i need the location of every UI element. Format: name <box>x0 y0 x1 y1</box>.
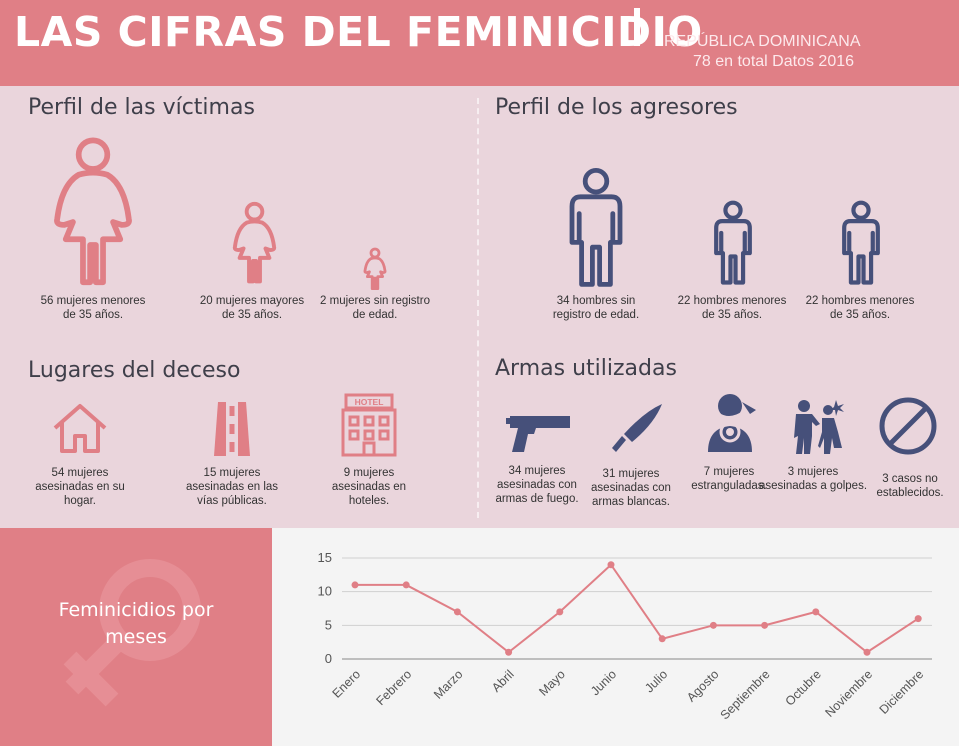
man-icon <box>714 200 752 285</box>
data-point <box>914 615 922 623</box>
x-tick-label: Agosto <box>684 667 721 704</box>
woman-icon <box>363 247 387 290</box>
x-tick-label: Junio <box>588 667 619 698</box>
hotel-icon: HOTEL <box>341 393 397 457</box>
weapons-item-2: 31 mujeres asesinadas con armas blancas. <box>591 468 671 508</box>
x-tick-label: Marzo <box>431 667 465 701</box>
victims-title: Perfil de las víctimas <box>28 95 255 120</box>
places-item-2: 15 mujeres asesinadas en las vías públic… <box>185 467 279 507</box>
x-tick-label: Diciembre <box>877 667 927 717</box>
monthly-label: Feminicidios por meses <box>58 599 214 648</box>
victims-item-2: 20 mujeres mayores de 35 años. <box>199 295 305 321</box>
places-item-1: 54 mujeres asesinadas en su hogar. <box>35 467 125 507</box>
woman-icon <box>54 137 132 286</box>
man-icon <box>569 168 623 287</box>
y-tick-label: 5 <box>325 617 332 632</box>
data-point <box>402 581 410 589</box>
x-tick-label: Noviembre <box>822 667 875 720</box>
y-tick-label: 0 <box>325 651 332 666</box>
data-point <box>607 561 615 569</box>
data-point <box>761 621 769 629</box>
strangle-icon <box>708 394 756 452</box>
y-tick-label: 10 <box>318 584 332 599</box>
monthly-line-chart: 0 5 10 15 Enero Febrero Marzo Abril Mayo Junio Jul… <box>318 550 932 722</box>
road-icon <box>214 402 250 456</box>
prohibited-icon <box>879 397 937 455</box>
places-title: Lugares del deceso <box>28 358 241 383</box>
weapons-item-3: 7 mujeres estranguladas. <box>691 466 767 492</box>
right-panel <box>478 86 959 528</box>
aggressors-item-3: 22 hombres menores de 35 años. <box>805 295 915 321</box>
places-item-3: 9 mujeres asesinadas en hoteles. <box>331 467 407 507</box>
woman-icon <box>232 201 277 284</box>
hotel-sign-text: HOTEL <box>355 397 384 407</box>
x-tick-label: Mayo <box>536 667 568 699</box>
x-tick-label: Septiembre <box>718 667 773 722</box>
data-point <box>453 608 461 616</box>
data-point <box>351 581 359 589</box>
x-tick-label: Julio <box>642 667 670 695</box>
house-icon <box>53 404 107 453</box>
beating-icon <box>794 400 844 454</box>
weapons-item-5: 3 casos no establecidos. <box>876 473 944 499</box>
data-point <box>709 621 717 629</box>
gun-icon <box>506 416 570 452</box>
x-tick-label: Enero <box>330 667 364 701</box>
page-title: LAS CIFRAS DEL FEMINICIDIO <box>14 8 703 56</box>
monthly-label-panel <box>0 528 272 746</box>
aggressors-item-1: 34 hombres sin registro de edad. <box>552 295 640 321</box>
weapons-item-1: 34 mujeres asesinadas con armas de fuego… <box>495 465 579 505</box>
title-separator <box>634 8 640 46</box>
man-icon <box>842 200 880 285</box>
header-banner: LAS CIFRAS DEL FEMINICIDIO REPÚBLICA DOM… <box>0 0 959 86</box>
chart-panel <box>272 528 959 746</box>
data-point <box>505 648 513 656</box>
female-symbol-icon <box>63 559 201 707</box>
weapons-item-4: 3 mujeres asesinadas a golpes. <box>758 466 868 492</box>
subtitle-label: 78 en total Datos 2016 <box>693 53 855 70</box>
weapons-title: Armas utilizadas <box>495 356 677 381</box>
aggressors-item-2: 22 hombres menores de 35 años. <box>677 295 787 321</box>
knife-icon <box>612 404 662 452</box>
y-tick-label: 15 <box>318 550 332 565</box>
victims-item-1: 56 mujeres menores de 35 años. <box>40 295 146 321</box>
data-point <box>863 648 871 656</box>
victims-item-3: 2 mujeres sin registro de edad. <box>320 295 430 321</box>
x-tick-label: Abril <box>489 667 517 695</box>
data-point <box>658 635 666 643</box>
data-point <box>556 608 564 616</box>
series-line <box>355 563 919 654</box>
aggressors-title: Perfil de los agresores <box>495 95 738 120</box>
panel-divider <box>477 98 479 518</box>
x-tick-label: Octubre <box>783 667 824 708</box>
country-label: REPÚBLICA DOMINICANA <box>664 33 861 50</box>
x-tick-label: Febrero <box>373 667 414 708</box>
data-point <box>812 608 820 616</box>
